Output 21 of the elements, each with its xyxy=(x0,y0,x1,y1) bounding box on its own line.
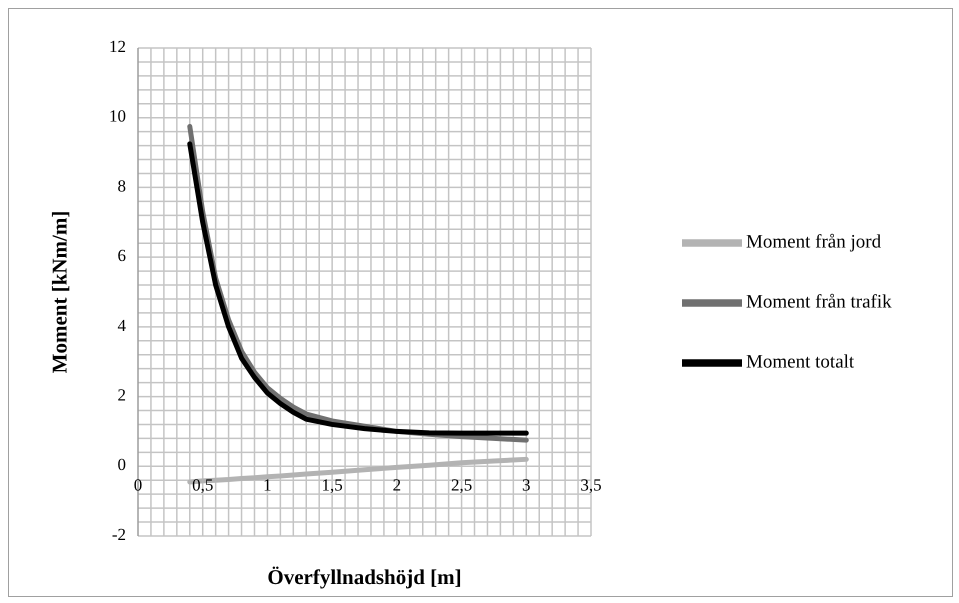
x-tick-label: 1,5 xyxy=(322,475,343,494)
x-tick-label: 0 xyxy=(134,475,142,494)
y-tick-label: 0 xyxy=(118,455,126,474)
legend-label: Moment från jord xyxy=(746,230,882,252)
x-tick-label: 2 xyxy=(392,475,402,494)
y-axis-title: Moment [kNm/m] xyxy=(47,210,72,374)
x-axis-title: Överfyllnadshöjd [m] xyxy=(267,565,462,589)
y-tick-label: 12 xyxy=(109,36,126,56)
x-tick-label: 3,5 xyxy=(580,475,602,494)
x-tick-label: 1 xyxy=(263,475,272,494)
y-tick-label: -2 xyxy=(112,524,126,544)
legend-label: Moment totalt xyxy=(746,350,854,372)
y-tick-label: 10 xyxy=(109,106,126,126)
y-tick-label: 8 xyxy=(118,176,126,196)
x-tick-label: 0,5 xyxy=(192,475,214,494)
y-tick-label: 6 xyxy=(118,246,126,266)
y-tick-label: 2 xyxy=(118,385,126,404)
legend-label: Moment från trafik xyxy=(746,290,892,312)
x-tick-label: 3 xyxy=(522,475,531,494)
y-tick-label: 4 xyxy=(118,316,126,335)
x-tick-label: 2,5 xyxy=(450,475,472,494)
